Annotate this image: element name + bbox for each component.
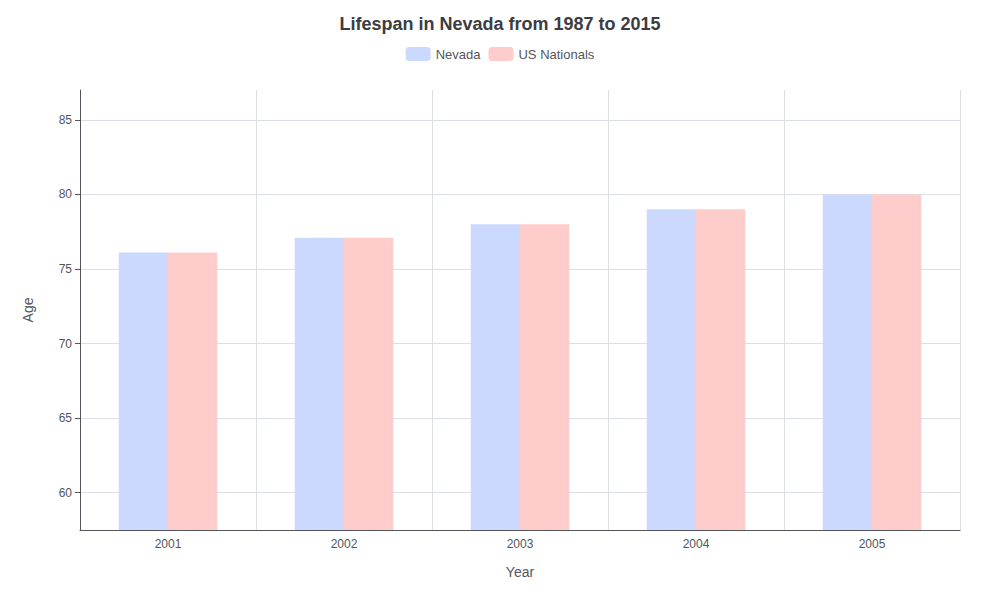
svg-text:2001: 2001 [155, 537, 182, 551]
svg-text:70: 70 [59, 337, 73, 351]
svg-text:2003: 2003 [507, 537, 534, 551]
svg-text:2005: 2005 [859, 537, 886, 551]
svg-text:Nevada: Nevada [436, 47, 482, 62]
svg-text:2004: 2004 [683, 537, 710, 551]
svg-text:80: 80 [59, 187, 73, 201]
svg-text:Lifespan in Nevada from 1987 t: Lifespan in Nevada from 1987 to 2015 [339, 14, 660, 34]
svg-text:60: 60 [59, 486, 73, 500]
svg-text:Year: Year [506, 564, 535, 580]
svg-text:US Nationals: US Nationals [518, 47, 594, 62]
svg-text:75: 75 [59, 262, 73, 276]
svg-text:65: 65 [59, 411, 73, 425]
svg-text:Age: Age [20, 297, 36, 322]
svg-text:85: 85 [59, 113, 73, 127]
svg-text:2002: 2002 [331, 537, 358, 551]
